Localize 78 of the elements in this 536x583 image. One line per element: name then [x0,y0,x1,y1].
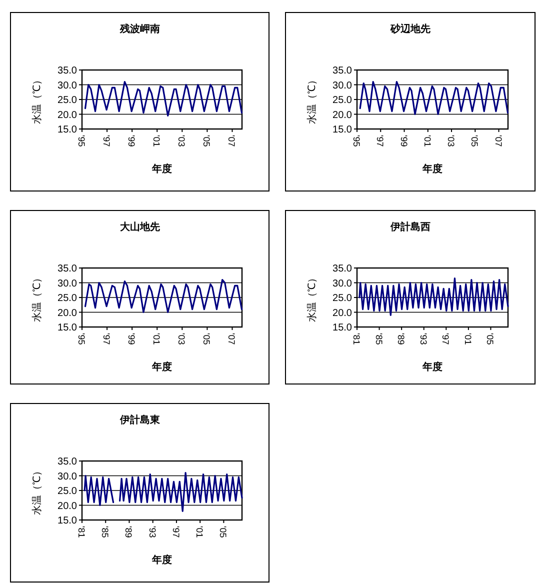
x-tick-label: '01 [422,135,432,147]
x-tick-label: '95 [76,135,86,147]
x-tick-label: '89 [124,526,134,538]
y-tick-label: 20.0 [58,110,78,121]
x-tick-label: '05 [202,135,212,147]
y-tick-label: 35.0 [58,264,78,274]
x-tick-label: '95 [352,135,362,147]
chart-title: 伊計島東 [119,414,161,426]
y-axis-title: 水温（℃） [306,75,318,124]
x-tick-label: '01 [152,135,162,147]
x-tick-label: '05 [470,135,480,147]
x-tick-label: '85 [374,333,384,345]
chart-title: 砂辺地先 [390,23,430,35]
line-series [84,279,243,314]
y-tick-label: 15.0 [58,516,78,526]
x-tick-label: '03 [176,135,187,147]
x-tick-label: '97 [375,135,386,147]
y-tick-label: 15.0 [332,124,352,136]
x-tick-label: '05 [202,333,212,345]
x-tick-label: '97 [440,333,451,345]
y-tick-label: 25.0 [58,486,78,497]
line-series [84,81,243,117]
x-tick-label: '07 [226,135,237,147]
line-series [359,81,509,116]
y-tick-label: 15.0 [58,124,78,136]
x-tick-label: '97 [102,135,112,147]
x-tick-label: '89 [396,333,406,345]
y-tick-label: 30.0 [58,471,78,482]
y-tick-label: 15.0 [58,322,78,334]
x-axis-title: 年度 [151,554,172,566]
x-tick-label: '03 [446,135,456,147]
y-tick-label: 20.0 [332,308,352,319]
y-axis-title: 水温（℃） [306,273,318,322]
x-tick-label: '99 [126,333,137,345]
x-tick-label: '97 [170,526,181,538]
y-tick-label: 20.0 [58,500,78,512]
x-tick-label: '99 [398,135,409,147]
y-tick-label: 35.0 [332,264,352,274]
y-tick-label: 25.0 [332,293,352,304]
y-tick-label: 30.0 [332,278,352,290]
y-axis-title: 水温（℃） [31,466,43,515]
x-axis-title: 年度 [151,163,172,175]
x-tick-label: '05 [485,333,496,345]
y-tick-label: 15.0 [332,322,352,334]
x-tick-label: '07 [493,135,504,147]
x-tick-label: '03 [176,333,187,345]
x-tick-label: '93 [418,333,428,345]
x-tick-label: '07 [226,333,237,345]
x-tick-label: '97 [102,333,112,345]
x-axis-title: 年度 [422,163,442,175]
y-tick-label: 20.0 [332,110,352,121]
x-tick-label: '93 [147,526,158,538]
y-axis-title: 水温（℃） [31,75,43,124]
y-tick-label: 25.0 [332,95,352,106]
y-tick-label: 30.0 [58,278,78,290]
x-tick-label: '81 [76,526,86,538]
x-tick-label: '99 [126,135,137,147]
y-tick-label: 30.0 [332,80,352,92]
x-axis-title: 年度 [422,361,442,373]
chart-title: 残波岬南 [119,23,160,35]
y-tick-label: 35.0 [58,66,78,76]
y-tick-label: 35.0 [332,66,352,76]
chart-title: 大山地先 [119,221,160,233]
y-tick-label: 25.0 [58,95,78,106]
chart-title: 伊計島西 [390,221,430,233]
x-tick-label: '01 [152,333,162,345]
x-tick-label: '81 [352,333,362,345]
x-tick-label: '95 [76,333,86,345]
y-tick-label: 35.0 [58,456,78,468]
x-axis-title: 年度 [151,361,172,373]
x-tick-label: '01 [194,526,205,538]
x-tick-label: '05 [218,526,228,538]
x-tick-label: '85 [100,526,110,538]
y-tick-label: 25.0 [58,293,78,304]
y-tick-label: 30.0 [58,80,78,92]
y-tick-label: 20.0 [58,308,78,319]
y-axis-title: 水温（℃） [31,273,43,322]
x-tick-label: '01 [462,333,473,345]
